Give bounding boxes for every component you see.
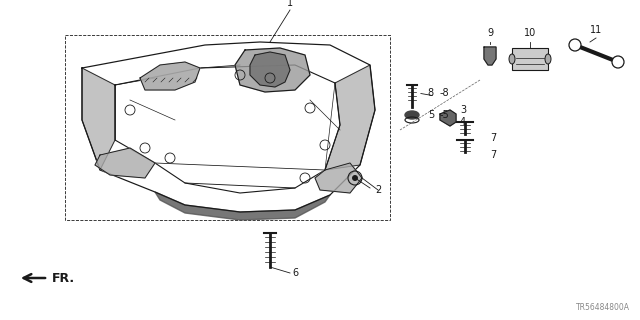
- Text: 4: 4: [460, 117, 466, 127]
- Text: 7: 7: [490, 150, 496, 160]
- Text: 2: 2: [375, 185, 381, 195]
- Polygon shape: [250, 52, 290, 87]
- Circle shape: [612, 56, 624, 68]
- Polygon shape: [82, 68, 115, 170]
- Text: TR56484800A: TR56484800A: [576, 303, 630, 312]
- Polygon shape: [95, 148, 155, 178]
- Text: 10: 10: [524, 28, 536, 38]
- Text: -5: -5: [440, 110, 450, 120]
- Circle shape: [569, 39, 581, 51]
- Text: -8: -8: [440, 88, 450, 98]
- Ellipse shape: [509, 54, 515, 64]
- Ellipse shape: [405, 111, 419, 119]
- Circle shape: [352, 175, 358, 181]
- Ellipse shape: [545, 54, 551, 64]
- Polygon shape: [484, 47, 496, 65]
- Polygon shape: [140, 62, 200, 90]
- Polygon shape: [440, 110, 456, 126]
- Text: 3: 3: [460, 105, 466, 115]
- Text: 6: 6: [292, 268, 298, 278]
- Polygon shape: [315, 163, 362, 193]
- Text: FR.: FR.: [52, 271, 75, 284]
- Text: 5: 5: [428, 110, 434, 120]
- Text: 8: 8: [428, 88, 434, 98]
- Text: 9: 9: [487, 28, 493, 38]
- Polygon shape: [155, 192, 330, 220]
- Bar: [512, 48, 548, 70]
- Text: 1: 1: [287, 0, 293, 8]
- Polygon shape: [235, 48, 310, 92]
- Text: 7: 7: [490, 133, 496, 143]
- Text: 11: 11: [590, 25, 602, 35]
- Polygon shape: [325, 65, 375, 170]
